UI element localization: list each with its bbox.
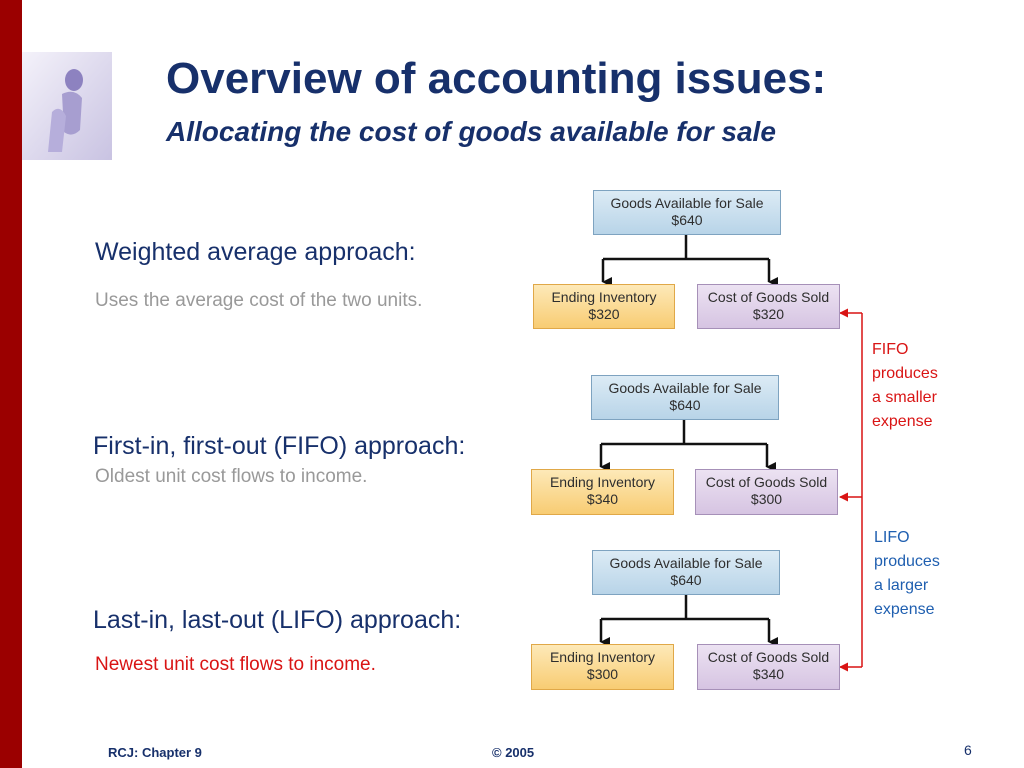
box-amount: $340 [752,666,785,682]
ending-inventory-box: Ending Inventory $320 [533,284,675,329]
lifo-heading: Last-in, last-out (LIFO) approach: [93,606,462,634]
box-label: Cost of Goods Sold [705,474,828,490]
fifo-heading: First-in, first-out (FIFO) approach: [93,432,466,460]
fifo-smaller-expense-note: FIFO produces a smaller expense [872,338,938,434]
box-amount: $300 [586,666,619,682]
fifo-description: Oldest unit cost flows to income. [95,466,368,487]
box-label: Cost of Goods Sold [707,289,830,305]
cost-of-goods-sold-box: Cost of Goods Sold $300 [695,469,838,515]
box-label: Ending Inventory [549,474,656,490]
note-line: a smaller [872,389,937,406]
box-amount: $640 [671,212,703,228]
lifo-description: Newest unit cost flows to income. [95,654,376,675]
note-line: produces [872,365,938,382]
goods-available-box: Goods Available for Sale $640 [593,190,781,235]
slide-subtitle: Allocating the cost of goods available f… [166,116,776,147]
ending-inventory-box: Ending Inventory $340 [531,469,674,515]
goods-available-box: Goods Available for Sale $640 [591,375,779,420]
box-label: Goods Available for Sale [610,195,764,211]
note-line: expense [874,601,935,618]
box-label: Ending Inventory [549,649,656,665]
cost-of-goods-sold-box: Cost of Goods Sold $340 [697,644,840,690]
box-label: Ending Inventory [551,289,657,305]
box-label: Cost of Goods Sold [707,649,830,665]
footer-copyright: © 2005 [492,745,535,760]
left-accent-bar [0,0,22,768]
box-label: Goods Available for Sale [608,380,762,396]
note-line: FIFO [872,341,909,358]
box-label: Goods Available for Sale [609,555,763,571]
weighted-average-heading: Weighted average approach: [95,238,416,266]
cost-of-goods-sold-box: Cost of Goods Sold $320 [697,284,840,329]
box-amount: $320 [588,306,620,322]
slide-title: Overview of accounting issues: [166,54,827,103]
page-number: 6 [964,742,972,758]
box-amount: $640 [669,397,701,413]
footer-chapter: RCJ: Chapter 9 [108,745,202,760]
ending-inventory-box: Ending Inventory $300 [531,644,674,690]
goods-available-box: Goods Available for Sale $640 [592,550,780,595]
decorative-figure-image [22,52,112,160]
box-amount: $320 [752,306,785,322]
note-line: produces [874,553,940,570]
note-line: LIFO [874,529,910,546]
box-amount: $640 [670,572,702,588]
box-amount: $340 [586,491,619,507]
box-amount: $300 [750,491,783,507]
note-line: a larger [874,577,929,594]
lifo-larger-expense-note: LIFO produces a larger expense [874,526,940,622]
weighted-average-description: Uses the average cost of the two units. [95,290,423,311]
note-line: expense [872,413,933,430]
